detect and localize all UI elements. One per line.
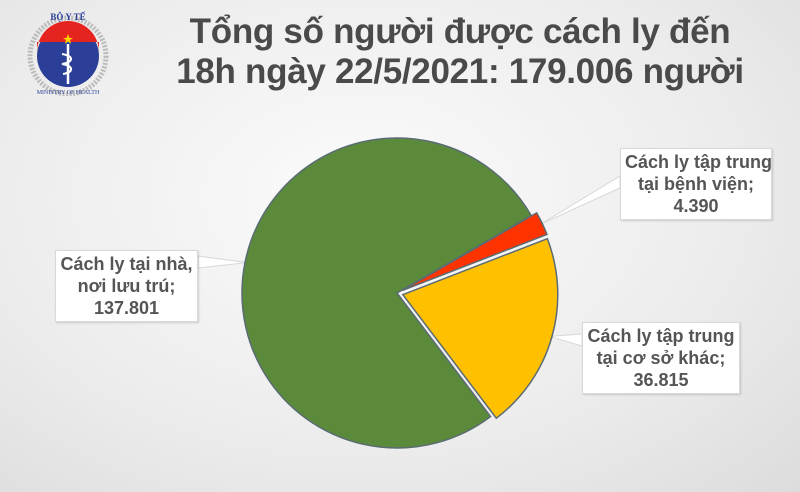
label-line: Cách ly tập trung	[587, 326, 735, 346]
title-line-1: Tổng số người được cách ly đến	[189, 12, 731, 51]
callout-leader	[540, 175, 621, 225]
svg-text:MINISTRY OF HEALTH: MINISTRY OF HEALTH	[37, 90, 100, 96]
callout-leader	[197, 255, 248, 269]
label-hospital: Cách ly tập trung tại bệnh viện; 4.390	[620, 148, 772, 220]
label-value: 4.390	[673, 196, 719, 216]
slice-home	[241, 137, 533, 449]
label-line: tại cơ sở khác;	[596, 348, 726, 368]
label-home: Cách ly tại nhà, nơi lưu trú; 137.801	[55, 250, 198, 322]
label-line: nơi lưu trú;	[77, 276, 176, 296]
slice-other-facility	[401, 237, 559, 420]
ministry-of-health-logo: BỘ Y TẾ MINISTRY OF HEALTH	[27, 12, 109, 96]
label-line: Cách ly tại nhà,	[60, 254, 193, 274]
title-line-2: 18h ngày 22/5/2021: 179.006 người	[176, 52, 744, 91]
label-other-facility: Cách ly tập trung tại cơ sở khác; 36.815	[582, 322, 740, 394]
svg-text:BỘ Y TẾ: BỘ Y TẾ	[50, 12, 85, 22]
label-line: tại bệnh viện;	[637, 174, 754, 194]
label-value: 137.801	[93, 298, 160, 318]
slice-hospital	[402, 211, 548, 292]
label-line: Cách ly tập trung	[625, 152, 773, 172]
label-value: 36.815	[633, 370, 689, 390]
callout-leader	[549, 333, 583, 347]
chart-title: Tổng số người được cách ly đến 18h ngày …	[130, 12, 790, 92]
